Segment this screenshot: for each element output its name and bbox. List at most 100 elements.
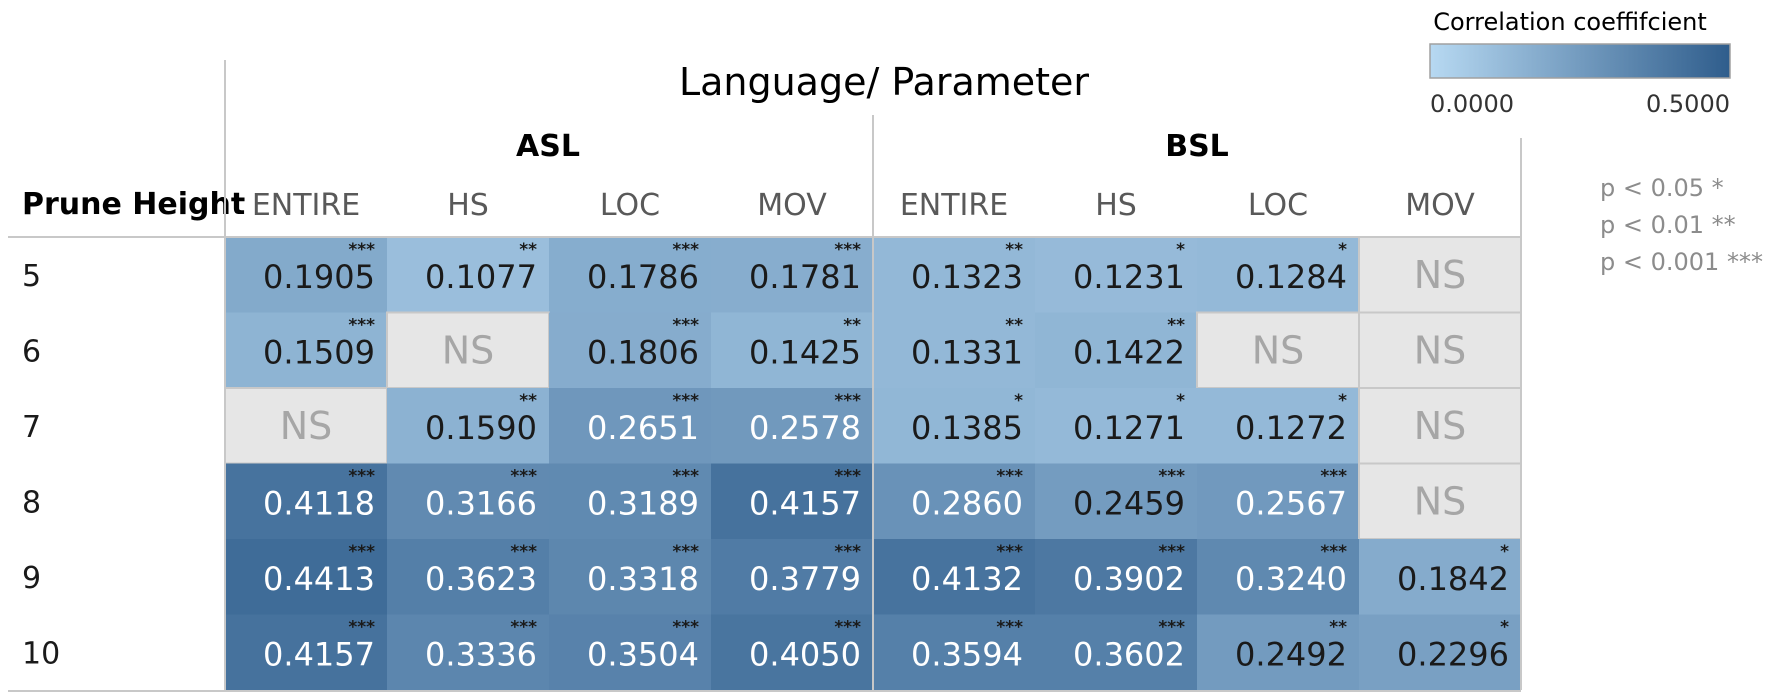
heatmap-cell xyxy=(1035,312,1197,388)
legend-gradient-bar xyxy=(1429,43,1731,79)
cell-significance-stars: * xyxy=(1500,618,1509,638)
cell-value-label: 0.3623 xyxy=(425,560,537,598)
heatmap-cell xyxy=(711,312,873,388)
cell-significance-stars: * xyxy=(1176,391,1185,411)
sig-key-1: p < 0.05 * xyxy=(1600,174,1724,202)
heatmap-cell xyxy=(549,539,711,615)
cell-significance-stars: *** xyxy=(348,240,375,260)
cell-significance-stars: *** xyxy=(348,618,375,638)
cell-value-label: 0.3594 xyxy=(911,635,1023,673)
heatmap-cell xyxy=(711,463,873,539)
cell-value-label: 0.4132 xyxy=(911,560,1023,598)
cell-significance-stars: *** xyxy=(834,391,861,411)
cell-value-label: 0.1077 xyxy=(425,258,537,296)
heatmap-cell xyxy=(549,312,711,388)
grid-lines xyxy=(8,60,1522,692)
row-label: 5 xyxy=(22,259,41,294)
cell-value-label: 0.1271 xyxy=(1073,409,1185,447)
sig-key-3: p < 0.001 *** xyxy=(1600,248,1763,276)
cell-significance-stars: ** xyxy=(519,391,537,411)
column-header-asl-mov: MOV xyxy=(757,188,827,223)
heatmap-cell xyxy=(387,388,549,464)
heatmap-cell xyxy=(1358,387,1522,465)
legend-min-label: 0.0000 xyxy=(1430,90,1514,118)
column-header-bsl-hs: HS xyxy=(1095,188,1137,223)
cell-significance-stars: * xyxy=(1176,240,1185,260)
cell-value-label: 0.1422 xyxy=(1073,333,1185,371)
cell-significance-stars: *** xyxy=(1320,467,1347,487)
cell-value-label: 0.3166 xyxy=(425,484,537,522)
cell-significance-stars: *** xyxy=(348,467,375,487)
heatmap-cell xyxy=(1197,388,1359,464)
heatmap-cell xyxy=(1197,237,1359,313)
heatmap-cell xyxy=(549,614,711,690)
cell-significance-stars: *** xyxy=(672,316,699,336)
chart-title: Language/ Parameter xyxy=(679,60,1089,104)
heatmap-cell xyxy=(225,614,387,690)
cell-value-label: 0.1284 xyxy=(1235,258,1347,296)
cell-significance-stars: ** xyxy=(1005,316,1023,336)
heatmap-cell xyxy=(1197,539,1359,615)
cell-value-label: 0.4413 xyxy=(263,560,375,598)
cell-significance-stars: ** xyxy=(1329,618,1347,638)
cell-value-label: 0.2296 xyxy=(1397,635,1509,673)
row-label: 6 xyxy=(22,334,41,369)
cell-significance-stars: *** xyxy=(348,316,375,336)
heatmap-cell xyxy=(387,539,549,615)
legend-title: Correlation coeffifcient xyxy=(1433,8,1707,36)
column-headers: ENTIRE HS LOC MOV ENTIRE HS LOC MOV xyxy=(252,188,1475,223)
heatmap-cell xyxy=(1196,311,1360,389)
column-header-asl-entire: ENTIRE xyxy=(252,188,360,223)
cell-ns-label: NS xyxy=(442,328,495,372)
significance-key: p < 0.05 * p < 0.01 ** p < 0.001 *** xyxy=(1600,174,1763,276)
column-header-asl-hs: HS xyxy=(447,188,489,223)
heatmap-cell xyxy=(1358,311,1522,389)
cell-significance-stars: *** xyxy=(1158,467,1185,487)
column-header-asl-loc: LOC xyxy=(600,188,660,223)
heatmap-cell xyxy=(1035,539,1197,615)
heatmap-cell xyxy=(873,539,1035,615)
cell-value-label: 0.1385 xyxy=(911,409,1023,447)
column-header-bsl-entire: ENTIRE xyxy=(900,188,1008,223)
heatmap-cell xyxy=(1358,236,1522,314)
cell-value-label: 0.2860 xyxy=(911,484,1023,522)
cell-value-label: 0.2492 xyxy=(1235,635,1347,673)
cell-value-label: 0.2459 xyxy=(1073,484,1185,522)
row-header-label: Prune Height xyxy=(22,187,245,222)
cell-significance-stars: *** xyxy=(672,618,699,638)
cell-significance-stars: ** xyxy=(843,316,861,336)
heatmap-cell xyxy=(873,312,1035,388)
heatmap-cell xyxy=(1197,463,1359,539)
row-label: 9 xyxy=(22,561,41,596)
cell-significance-stars: *** xyxy=(834,542,861,562)
cell-significance-stars: *** xyxy=(834,467,861,487)
group-label-bsl: BSL xyxy=(1165,129,1229,164)
legend-max-label: 0.5000 xyxy=(1646,90,1730,118)
cell-significance-stars: ** xyxy=(1005,240,1023,260)
cell-value-label: 0.1781 xyxy=(749,258,861,296)
heatmap-cell xyxy=(711,539,873,615)
cell-significance-stars: *** xyxy=(672,467,699,487)
cell-significance-stars: *** xyxy=(672,240,699,260)
cell-significance-stars: * xyxy=(1014,391,1023,411)
heatmap-cell xyxy=(1035,388,1197,464)
heatmap-cell xyxy=(387,463,549,539)
cell-significance-stars: *** xyxy=(1320,542,1347,562)
cell-significance-stars: *** xyxy=(1158,618,1185,638)
cell-significance-stars: *** xyxy=(1158,542,1185,562)
cell-value-label: 0.3318 xyxy=(587,560,699,598)
heatmap-cell xyxy=(1197,614,1359,690)
cell-significance-stars: * xyxy=(1500,542,1509,562)
cell-value-label: 0.3602 xyxy=(1073,635,1185,673)
cell-value-label: 0.1272 xyxy=(1235,409,1347,447)
heatmap-cell xyxy=(873,463,1035,539)
cell-significance-stars: *** xyxy=(510,542,537,562)
cell-significance-stars: *** xyxy=(672,391,699,411)
cell-value-label: 0.1231 xyxy=(1073,258,1185,296)
cell-value-label: 0.2567 xyxy=(1235,484,1347,522)
cell-value-label: 0.2578 xyxy=(749,409,861,447)
column-header-bsl-loc: LOC xyxy=(1248,188,1308,223)
cell-value-label: 0.1509 xyxy=(263,333,375,371)
cell-significance-stars: * xyxy=(1338,391,1347,411)
color-legend: Correlation coeffifcient 0.0000 0.5000 xyxy=(1429,8,1731,118)
